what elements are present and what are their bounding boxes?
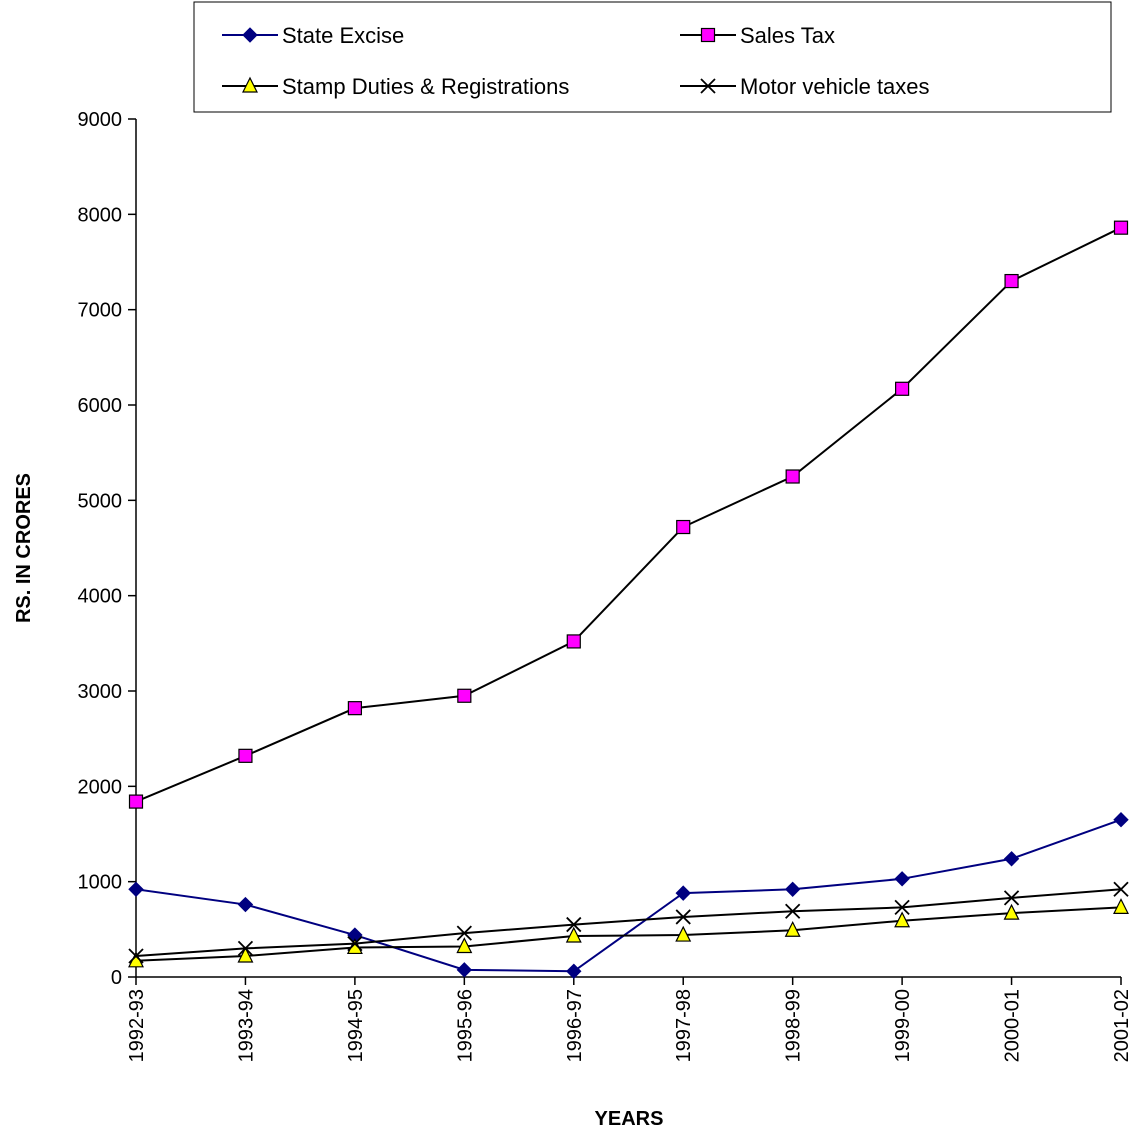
- data-point-sales-tax: [895, 381, 910, 396]
- legend-frame: [193, 1, 1112, 113]
- legend-entry-motor-vehicle-taxes: Motor vehicle taxes: [680, 74, 930, 99]
- data-point-motor-vehicle-taxes: [675, 909, 691, 925]
- y-tick-label: 3000: [78, 681, 123, 703]
- data-point-state-excise: [1113, 811, 1129, 828]
- data-point-sales-tax: [785, 469, 800, 484]
- data-point-state-excise: [237, 896, 254, 913]
- x-tick-label: 2001-02: [1111, 989, 1133, 1062]
- data-point-sales-tax: [1113, 220, 1129, 235]
- legend-entry-sales-tax: Sales Tax: [680, 23, 835, 48]
- series-line-state-excise: [135, 818, 1122, 973]
- data-point-state-excise: [784, 881, 801, 898]
- data-point-stamp-duties-registrations: [237, 946, 254, 963]
- data-point-state-excise: [894, 871, 910, 887]
- y-tick-label: 5000: [78, 490, 123, 512]
- y-tick-label: 6000: [78, 395, 123, 417]
- data-point-motor-vehicle-taxes: [128, 948, 144, 964]
- x-tick-label: 1993-94: [235, 989, 257, 1062]
- data-point-motor-vehicle-taxes: [1113, 881, 1129, 897]
- series-state-excise: [128, 811, 1129, 979]
- x-axis-ticks: 1992-93 1993-94 1994-95 1995-96 1996-97 1997-…: [126, 977, 1133, 1062]
- y-axis-ticks: 0 1000 2000 3000 4000 5000 6000 7000 8000 9000: [78, 109, 136, 989]
- y-tick-label: 7000: [78, 300, 123, 322]
- legend-label: Sales Tax: [740, 23, 835, 48]
- y-tick-label: 1000: [78, 872, 123, 894]
- x-tick-label: 2000-01: [1002, 989, 1024, 1062]
- data-point-motor-vehicle-taxes: [347, 935, 363, 952]
- data-point-motor-vehicle-taxes: [237, 940, 254, 957]
- legend-label: State Excise: [282, 23, 404, 48]
- legend-label: Motor vehicle taxes: [740, 74, 930, 99]
- series-line-stamp-duties-registrations: [135, 906, 1122, 962]
- data-point-sales-tax: [676, 519, 691, 535]
- y-axis-title: RS. IN CRORES: [13, 473, 35, 623]
- series-motor-vehicle-taxes: [128, 881, 1129, 964]
- legend-marker: [700, 78, 716, 94]
- legend-marker: [242, 76, 258, 93]
- data-point-state-excise: [128, 881, 144, 898]
- x-tick-label: 1996-97: [564, 989, 586, 1062]
- data-point-stamp-duties-registrations: [894, 911, 911, 928]
- data-point-state-excise: [675, 885, 691, 901]
- x-tick-label: 1995-96: [454, 989, 476, 1062]
- y-tick-label: 0: [111, 967, 122, 989]
- data-point-motor-vehicle-taxes: [456, 925, 472, 941]
- data-point-stamp-duties-registrations: [565, 926, 582, 943]
- data-point-state-excise: [1003, 851, 1020, 867]
- data-point-stamp-duties-registrations: [1113, 898, 1129, 915]
- data-point-sales-tax: [1004, 273, 1019, 289]
- data-point-motor-vehicle-taxes: [894, 899, 910, 916]
- data-point-motor-vehicle-taxes: [566, 916, 582, 933]
- data-point-sales-tax: [347, 701, 362, 716]
- legend-marker: [700, 27, 716, 43]
- data-point-stamp-duties-registrations: [784, 920, 801, 937]
- data-point-stamp-duties-registrations: [675, 925, 692, 942]
- series-sales-tax: [128, 220, 1129, 809]
- x-tick-label: 1994-95: [345, 989, 367, 1062]
- y-tick-label: 9000: [78, 109, 123, 131]
- series-line-motor-vehicle-taxes: [135, 888, 1122, 958]
- series-stamp-duties-registrations: [128, 898, 1129, 968]
- legend: State Excise Sales Tax Stamp Duties & Regi…: [193, 1, 1112, 113]
- axes: [135, 119, 1121, 978]
- legend-entry-state-excise: State Excise: [222, 23, 404, 48]
- data-point-sales-tax: [238, 748, 253, 763]
- x-tick-label: 1997-98: [673, 989, 695, 1062]
- data-point-sales-tax: [128, 794, 144, 809]
- y-tick-label: 4000: [78, 586, 123, 608]
- x-axis-title: YEARS: [595, 1108, 664, 1130]
- data-point-state-excise: [566, 963, 582, 979]
- series-line-sales-tax: [135, 226, 1122, 803]
- x-tick-label: 1999-00: [892, 989, 914, 1062]
- legend-label: Stamp Duties & Registrations: [282, 74, 569, 99]
- x-tick-label: 1998-99: [783, 989, 805, 1062]
- data-point-state-excise: [456, 962, 473, 978]
- x-tick-label: 1992-93: [126, 989, 148, 1062]
- data-point-sales-tax: [457, 688, 472, 703]
- data-point-motor-vehicle-taxes: [785, 903, 801, 919]
- legend-marker: [242, 27, 258, 43]
- data-point-motor-vehicle-taxes: [1003, 890, 1020, 906]
- data-point-stamp-duties-registrations: [1003, 903, 1020, 920]
- data-point-sales-tax: [566, 634, 581, 649]
- data-point-stamp-duties-registrations: [456, 937, 473, 954]
- y-tick-label: 2000: [78, 776, 123, 798]
- y-tick-label: 8000: [78, 204, 123, 226]
- series-layer: [128, 220, 1129, 979]
- legend-entry-stamp-duties-registrations: Stamp Duties & Registrations: [222, 74, 569, 99]
